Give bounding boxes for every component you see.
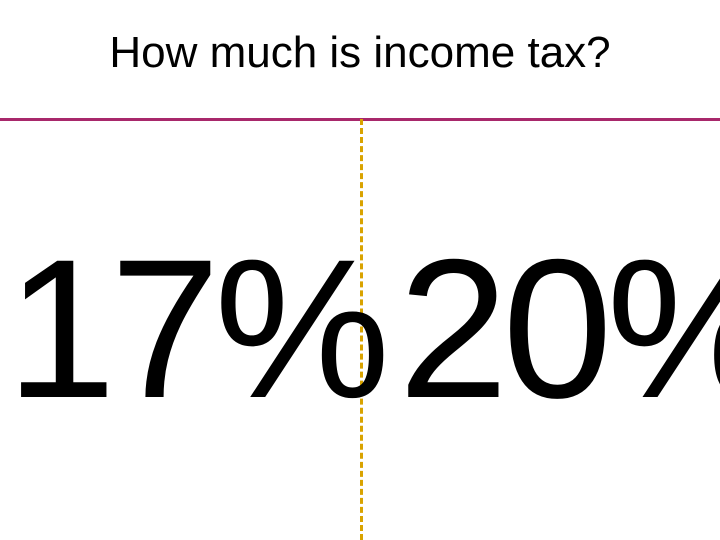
values-row: 17% 20% [0,230,720,428]
left-percentage: 17% [0,230,384,428]
right-percentage: 20% [384,230,720,428]
slide-title: How much is income tax? [0,0,720,78]
